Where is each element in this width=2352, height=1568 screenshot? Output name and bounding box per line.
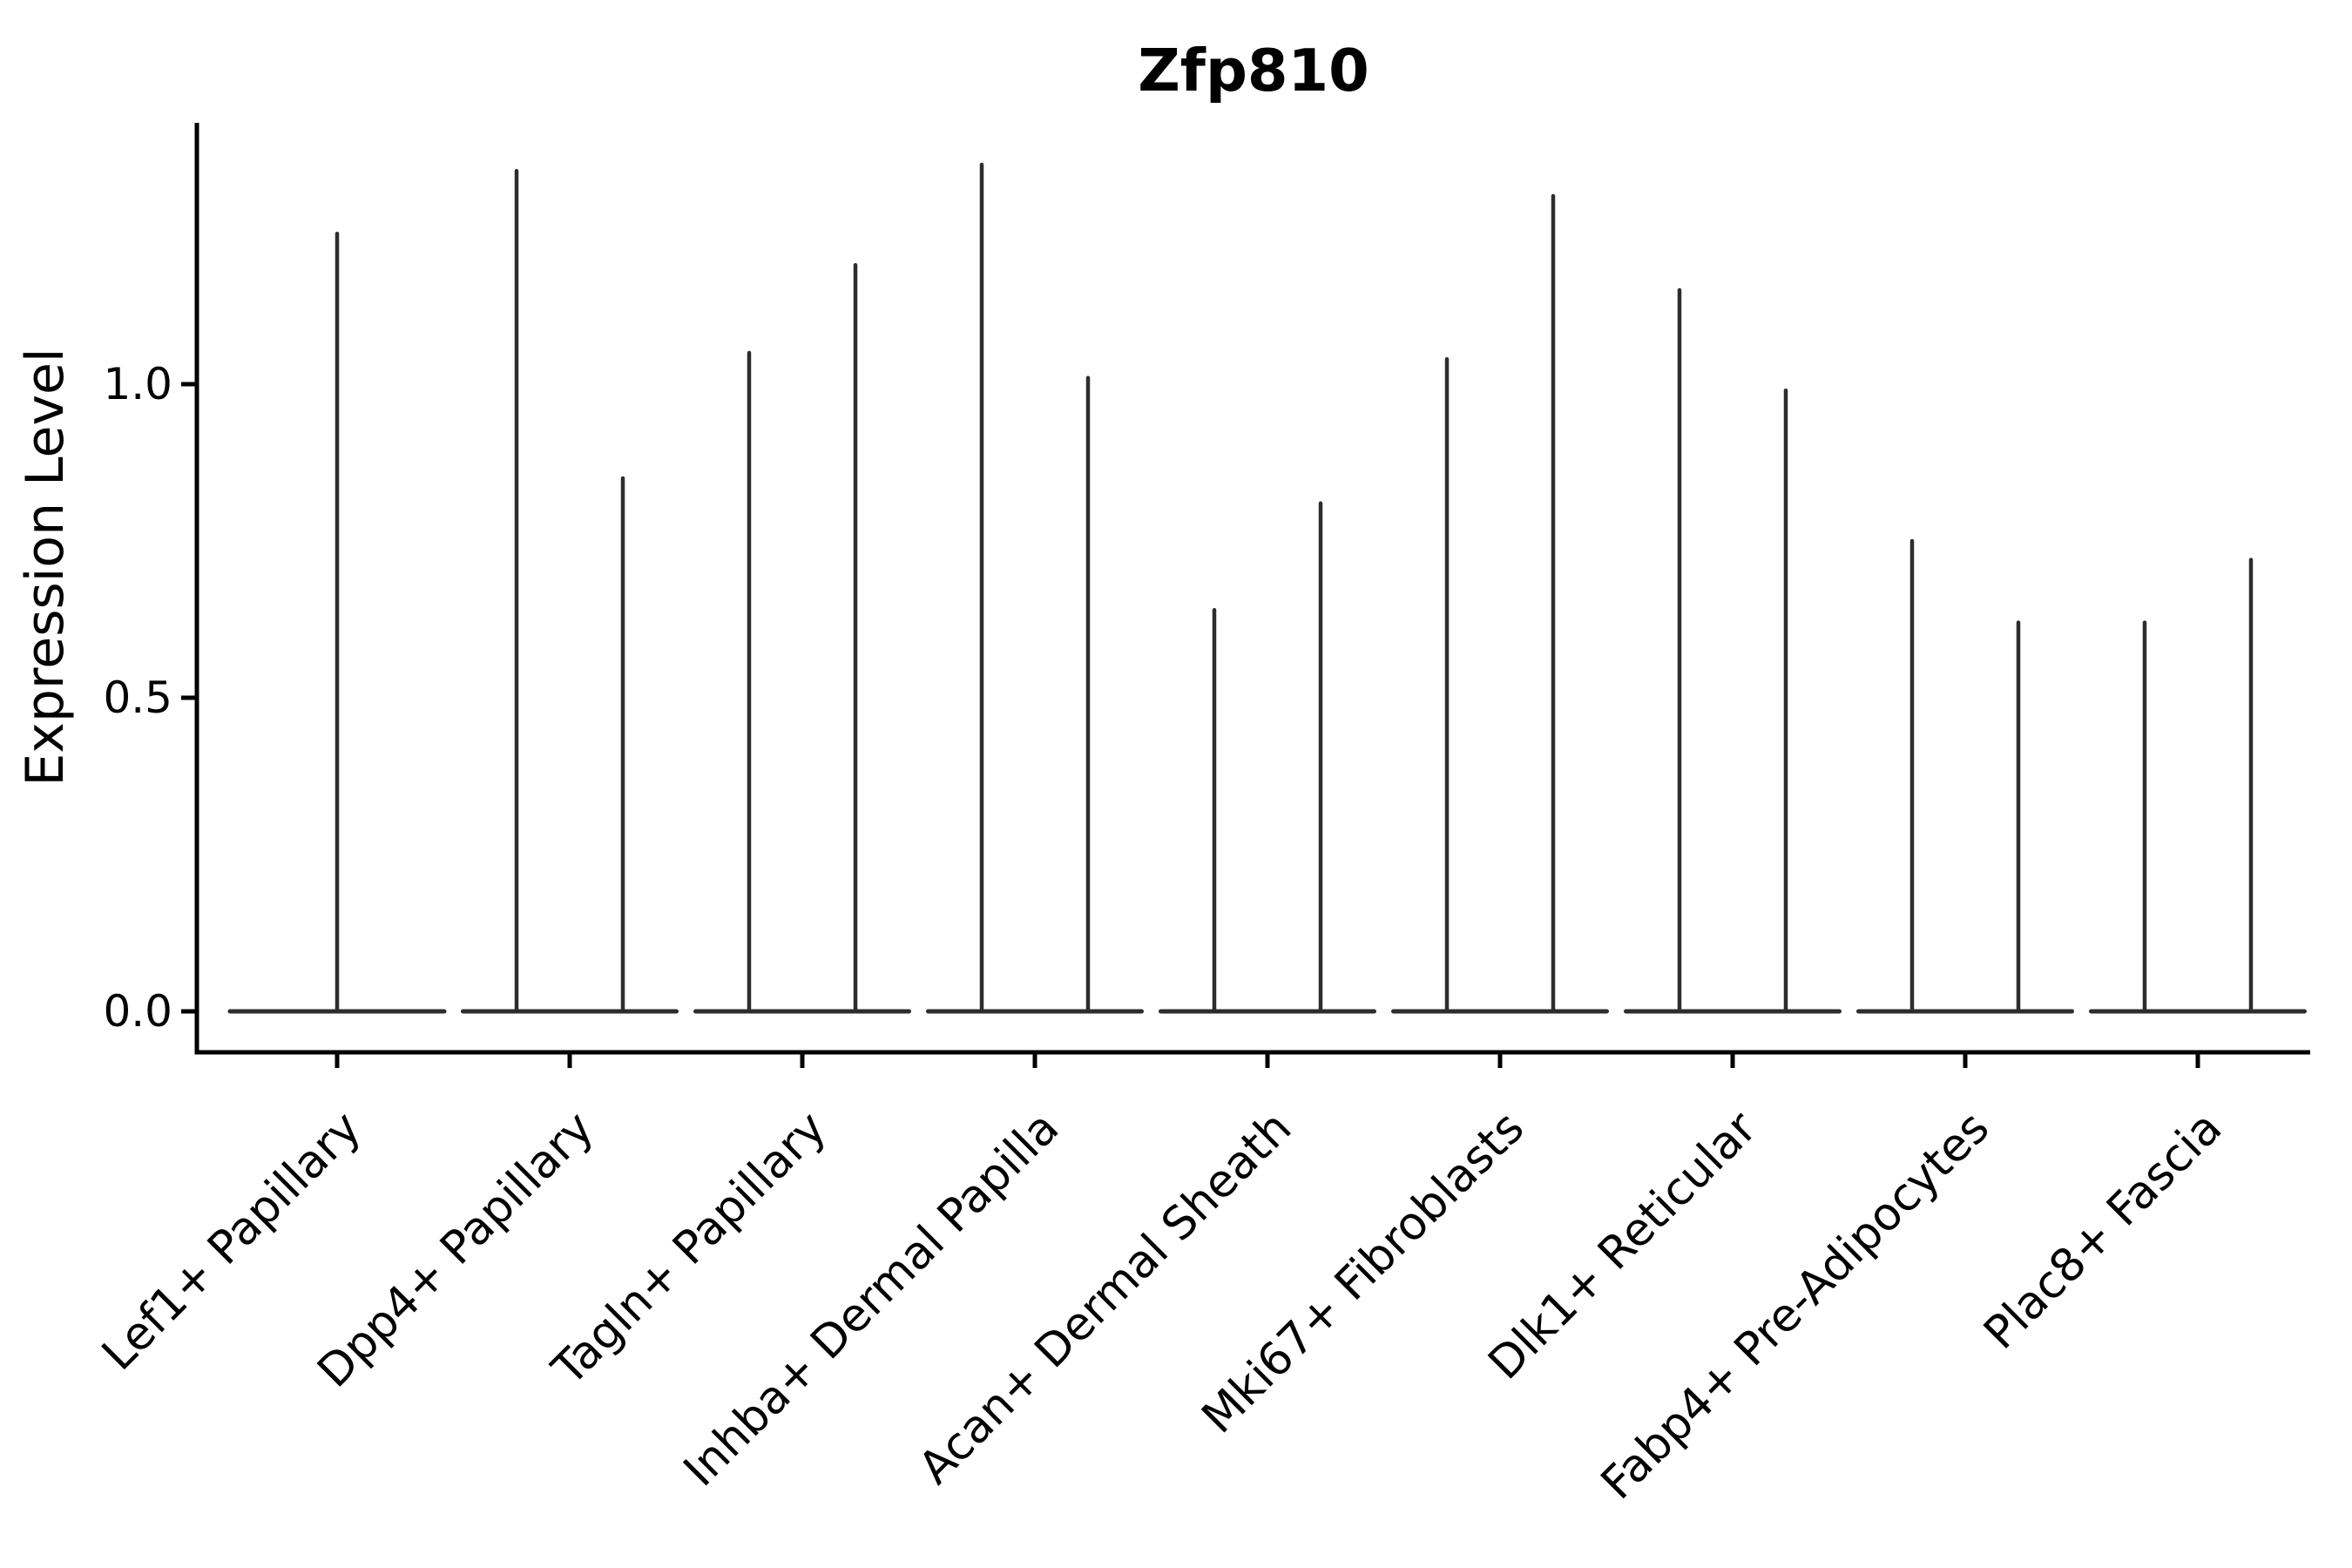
x-tick-label: Plac8+ Fascia bbox=[1974, 1102, 2232, 1360]
chart-title: Zfp810 bbox=[1138, 37, 1369, 105]
y-tick-label: 0.0 bbox=[103, 986, 172, 1037]
x-tick-label: Acan+ Dermal Sheath bbox=[909, 1102, 1302, 1495]
y-tick-label: 0.5 bbox=[103, 672, 172, 723]
y-axis-title: Expression Level bbox=[15, 348, 76, 786]
x-tick-label: Fabp4+ Pre-Adipocytes bbox=[1592, 1102, 1999, 1510]
y-tick-label: 1.0 bbox=[103, 359, 172, 409]
x-tick-label: Inhba+ Dermal Papilla bbox=[674, 1102, 1069, 1497]
